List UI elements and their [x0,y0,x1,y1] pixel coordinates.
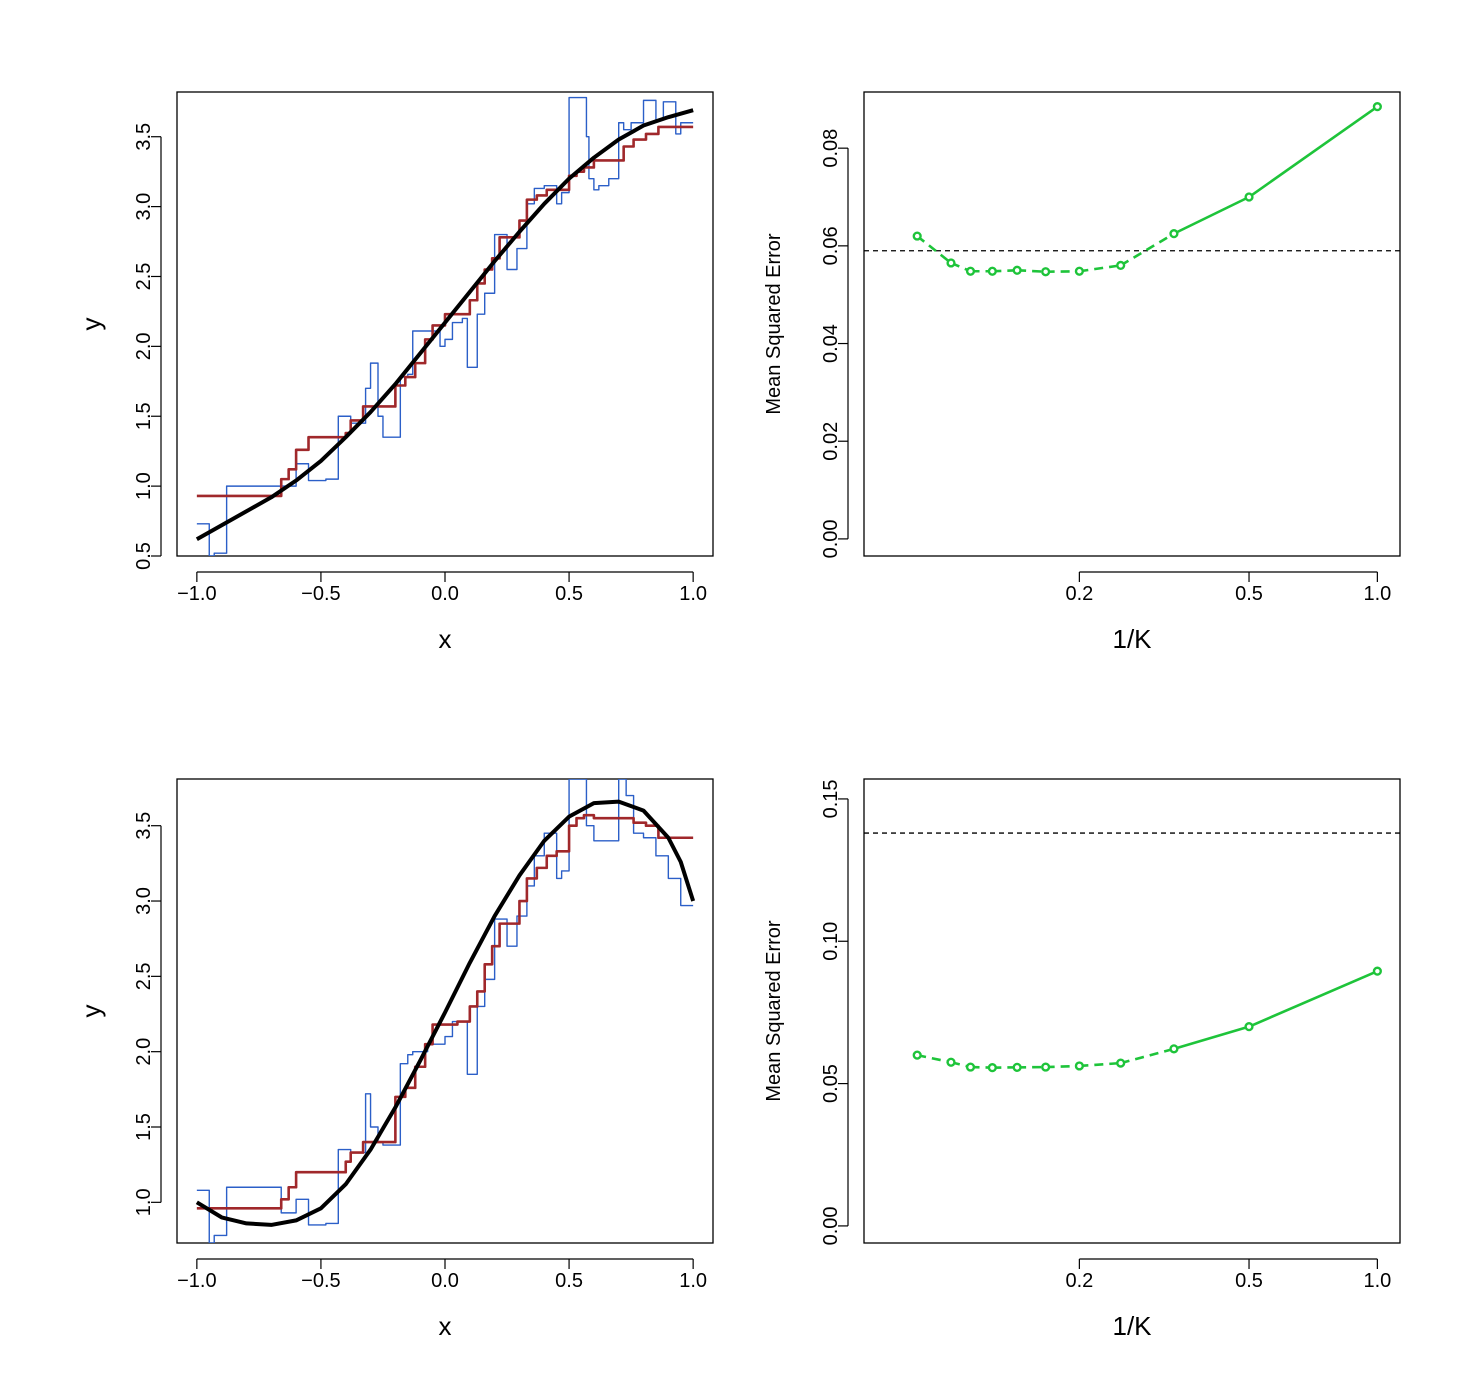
x-tick-label: 1.0 [1363,583,1391,605]
mse-point [1074,266,1084,276]
mse-point [1244,192,1254,202]
series-line-knn-k1 [196,96,694,556]
x-tick-label: −1.0 [177,583,216,605]
y-axis-title: Mean Squared Error [763,920,785,1102]
mse-point [987,266,997,276]
y-tick-label: 0.05 [820,1064,842,1103]
mse-point [1372,102,1382,112]
y-tick-label: 0.00 [820,519,842,558]
plot-area [864,102,1400,277]
y-tick-label: 3.5 [133,123,155,151]
y-axis-title: y [76,1005,106,1018]
y-tick-label: 1.5 [133,1113,155,1141]
y-tick-label: 2.0 [133,1038,155,1066]
mse-point [1116,260,1126,270]
y-tick-label: 0.10 [820,922,842,961]
mse-segment [1120,1047,1175,1065]
mse-segment [1248,105,1379,199]
plot-area [195,96,694,556]
mse-point [1169,229,1179,239]
x-axis-title: 1/K [1112,624,1152,654]
mse-segment [1173,195,1250,235]
series-line-knn-k9 [196,813,694,1210]
y-tick-label: 0.5 [133,542,155,570]
mse-point [1372,966,1382,976]
y-tick-label: 0.08 [820,129,842,168]
y-tick-label: 1.5 [133,402,155,430]
x-tick-label: 0.2 [1065,1270,1093,1292]
mse-point [912,231,922,241]
y-tick-label: 2.5 [133,962,155,990]
mse-segment [1079,1061,1121,1068]
y-tick-label: 0.04 [820,324,842,363]
y-tick-label: 1.0 [133,1188,155,1216]
x-tick-label: 0.5 [1235,583,1263,605]
y-tick-label: 2.5 [133,263,155,291]
mse-point [1169,1044,1179,1054]
y-tick-label: 3.0 [133,887,155,915]
y-tick-label: 3.0 [133,193,155,221]
plot-frame [176,778,714,1244]
mse-point [946,258,956,268]
mse-point [965,1062,976,1072]
mse-point [912,1050,922,1060]
mse-segment [1017,268,1046,274]
x-tick-label: 0.2 [1065,583,1093,605]
y-axis-title: y [76,318,106,331]
mse-point [987,1063,997,1073]
mse-point [1116,1058,1126,1068]
y-tick-label: 0.06 [820,226,842,265]
series-line-true [195,799,696,1227]
x-tick-label: −0.5 [301,583,340,605]
x-tick-label: −1.0 [177,1270,216,1292]
mse-segment [1045,1064,1080,1069]
x-axis-title: 1/K [1112,1311,1152,1341]
mse-point [1041,1062,1051,1072]
x-tick-label: 0.5 [555,583,583,605]
x-tick-label: 0.5 [555,1270,583,1292]
x-tick-label: 1.0 [679,583,707,605]
x-tick-label: −0.5 [301,1270,340,1292]
series-line-knn-k9 [196,125,694,498]
y-tick-label: 1.0 [133,472,155,500]
mse-point [1244,1022,1254,1032]
mse-segment [1120,232,1175,267]
mse-segment [1173,1025,1250,1051]
panel-mse-bottom: 0.2 0.5 1.0 0.00 0.05 0.10 0.15 1/K Mean Squared… [763,778,1401,1341]
x-tick-label: 0.0 [431,583,459,605]
mse-point [1012,265,1022,275]
mse-point [1074,1061,1084,1071]
plot-frame [176,91,714,557]
plot-frame [863,778,1401,1244]
x-axis-title: x [439,624,452,654]
mse-segment [1248,969,1378,1028]
y-tick-label: 0.02 [820,422,842,461]
panel-fit-top: −1.0 −0.5 0.0 0.5 1.0 0.5 1.0 1.5 2.0 2.5 3.0 3.5 x y [76,91,714,654]
mse-segment [916,1053,952,1064]
x-tick-label: 0.5 [1235,1270,1263,1292]
y-axis-title: Mean Squared Error [763,233,785,415]
series-line-knn-k1 [196,779,694,1243]
mse-point [1012,1062,1022,1072]
x-axis-title: x [439,1311,452,1341]
x-tick-label: 0.0 [431,1270,459,1292]
plot-area [864,832,1400,1073]
mse-segment [1079,264,1121,273]
y-tick-label: 2.0 [133,332,155,360]
panel-fit-bottom: −1.0 −0.5 0.0 0.5 1.0 1.0 1.5 2.0 2.5 3.0 3.5 x y [76,778,714,1341]
mse-point [946,1057,956,1067]
plot-area [195,779,696,1243]
mse-segment [916,235,952,264]
mse-point [965,266,976,276]
y-tick-label: 3.5 [133,812,155,840]
series-line-true [195,108,694,541]
x-tick-label: 1.0 [1363,1270,1391,1292]
y-tick-label: 0.00 [820,1206,842,1245]
x-tick-label: 1.0 [679,1270,707,1292]
panel-mse-top: 0.2 0.5 1.0 0.00 0.02 0.04 0.06 0.08 1/K Mean Squ… [763,91,1401,654]
y-tick-label: 0.15 [820,779,842,818]
plot-frame [863,91,1401,557]
mse-point [1041,267,1051,277]
